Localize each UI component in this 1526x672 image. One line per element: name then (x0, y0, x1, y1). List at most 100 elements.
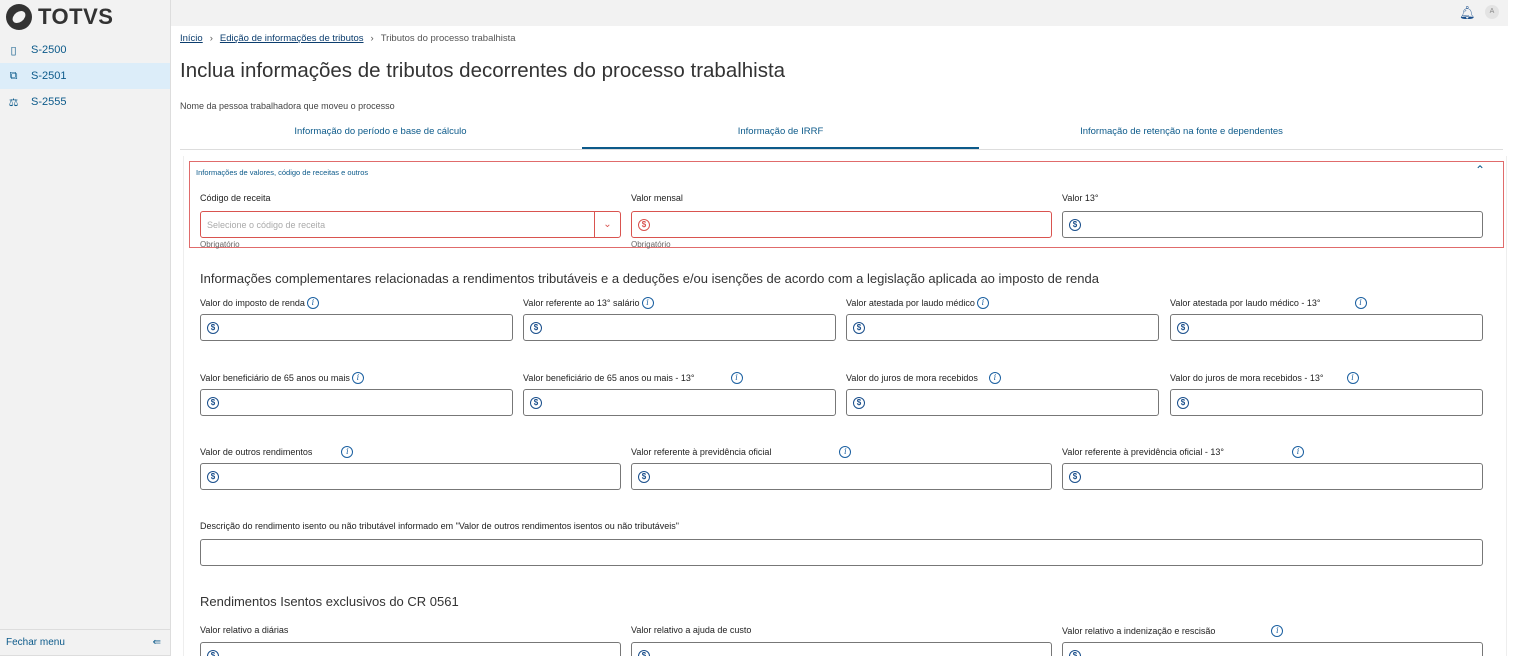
totvs-logo: TOTVS (6, 4, 113, 30)
breadcrumb-edit-tributos[interactable]: Edição de informações de tributos (219, 33, 364, 44)
avatar[interactable]: A (1485, 5, 1499, 19)
info-icon[interactable]: i (730, 372, 743, 384)
chevron-up-icon[interactable]: ⌃ (1475, 163, 1486, 177)
sidebar-item-label: S-2555 (31, 96, 67, 108)
field-label: Valor relativo a diárias (200, 625, 288, 635)
breadcrumb-home[interactable]: Início (180, 33, 203, 44)
close-menu-label: Fechar menu (6, 637, 65, 648)
field-label: Valor atestada por laudo médico - 13° i (1170, 297, 1367, 309)
tab-irrf[interactable]: Informação de IRRF (582, 124, 979, 149)
field-label-text: Valor referente ao 13° salário (523, 298, 640, 308)
form-card (183, 156, 1507, 656)
currency-input[interactable]: $ (200, 463, 621, 490)
info-icon[interactable]: i (839, 446, 852, 458)
field-label-text: Valor atestada por laudo médico - 13° (1170, 298, 1321, 308)
section-cr0561-title: Rendimentos Isentos exclusivos do CR 056… (200, 594, 459, 609)
field-label-text: Valor referente à previdência oficial (631, 447, 772, 457)
documents-copy-icon: ⧉ (9, 69, 18, 82)
field-label-text: Valor beneficiário de 65 anos ou mais (200, 373, 350, 383)
field-label: Valor do juros de mora recebidos i (846, 372, 1001, 384)
valor-mensal-label: Valor mensal (631, 193, 683, 203)
currency-input[interactable]: $ (1170, 314, 1483, 341)
currency-icon: $ (1177, 321, 1189, 334)
sidebar-item-s2555[interactable]: ⚖ S-2555 (0, 89, 170, 115)
info-icon[interactable]: i (641, 297, 654, 309)
info-icon[interactable]: i (341, 446, 354, 458)
field-label: Valor relativo a ajuda de custo (631, 625, 751, 635)
page-title: Inclua informações de tributos decorrent… (180, 59, 786, 82)
valor-mensal-hint: Obrigatório (631, 240, 671, 249)
info-icon[interactable]: i (988, 372, 1001, 384)
field-label-text: Valor do imposto de renda (200, 298, 305, 308)
currency-input[interactable]: $ (200, 389, 513, 416)
valor-13-input[interactable]: $ (1062, 211, 1483, 238)
section-valores-title[interactable]: Informações de valores, código de receit… (196, 168, 369, 177)
sidebar-item-s2500[interactable]: ▯ S-2500 (0, 37, 170, 63)
field-label: Valor beneficiário de 65 anos ou mais - … (523, 372, 743, 384)
sidebar: TOTVS ▯ S-2500 ⧉ S-2501 ⚖ S-2555 Fechar men… (0, 0, 171, 656)
currency-input[interactable]: $ (200, 314, 513, 341)
top-bar (171, 0, 1508, 26)
section-valores (189, 161, 1504, 248)
breadcrumb: Início › Edição de informações de tributo… (180, 33, 516, 44)
currency-input[interactable]: $ (846, 314, 1159, 341)
tab-divider (180, 149, 1503, 150)
info-icon[interactable]: i (976, 297, 989, 309)
logo-text: TOTVS (38, 4, 114, 29)
tab-periodo[interactable]: Informação do período e base de cálculo (294, 126, 467, 137)
field-label-text: Valor do juros de mora recebidos (846, 373, 978, 383)
info-icon[interactable]: i (1292, 446, 1305, 458)
bell-icon[interactable]: 🔔︎ (1459, 5, 1476, 20)
chevron-down-icon[interactable]: ⌄ (594, 212, 620, 237)
chevron-right-icon: › (370, 33, 374, 44)
currency-icon: $ (1069, 470, 1081, 483)
field-label: Valor beneficiário de 65 anos ou mais i (200, 372, 364, 384)
currency-input[interactable]: $ (523, 314, 836, 341)
breadcrumb-current: Tributos do processo trabalhista (380, 33, 516, 44)
currency-icon: $ (853, 396, 865, 409)
sidebar-item-label: S-2501 (31, 70, 67, 82)
info-icon[interactable]: i (1346, 372, 1359, 384)
info-icon[interactable]: i (1271, 625, 1284, 637)
codigo-receita-select[interactable]: Selecione o código de receita ⌄ (200, 211, 621, 238)
info-icon[interactable]: i (351, 372, 364, 384)
valor-13-label: Valor 13° (1062, 193, 1099, 203)
descricao-input[interactable] (200, 539, 1483, 566)
currency-input[interactable]: $ (523, 389, 836, 416)
field-label-text: Valor referente à previdência oficial - … (1062, 447, 1225, 457)
currency-icon: $ (207, 321, 219, 334)
field-label-text: Valor relativo a indenização e rescisão (1062, 626, 1216, 636)
field-label: Valor do juros de mora recebidos - 13° i (1170, 372, 1359, 384)
currency-input[interactable]: $ (1062, 463, 1483, 490)
field-label-text: Valor relativo a ajuda de custo (631, 625, 752, 635)
descricao-label: Descrição do rendimento isento ou não tr… (200, 521, 679, 531)
field-label: Valor referente ao 13° salário i (523, 297, 654, 309)
field-label: Valor de outros rendimentos i (200, 446, 354, 458)
currency-icon: $ (853, 321, 865, 334)
info-icon[interactable]: i (1354, 297, 1367, 309)
sidebar-item-label: S-2500 (31, 44, 67, 56)
tab-retencao[interactable]: Informação de retenção na fonte e depend… (1080, 126, 1283, 137)
field-label: Valor do imposto de renda i (200, 297, 319, 309)
field-label: Valor relativo a indenização e rescisão i (1062, 625, 1284, 637)
codigo-receita-hint: Obrigatório (200, 240, 240, 249)
info-icon[interactable]: i (306, 297, 319, 309)
field-label-text: Valor de outros rendimentos (200, 447, 313, 457)
divider (0, 629, 170, 630)
currency-icon: $ (638, 218, 650, 231)
sidebar-item-s2501[interactable]: ⧉ S-2501 (0, 63, 170, 89)
field-label-text: Valor atestada por laudo médico (846, 298, 975, 308)
currency-icon: $ (1177, 396, 1189, 409)
valor-mensal-input[interactable]: $ (631, 211, 1052, 238)
codigo-receita-placeholder: Selecione o código de receita (207, 219, 326, 230)
field-label-text: Valor relativo a diárias (200, 625, 289, 635)
currency-input[interactable]: $ (631, 463, 1052, 490)
currency-input[interactable]: $ (846, 389, 1159, 416)
currency-input[interactable]: $ (1170, 389, 1483, 416)
close-menu-button[interactable]: Fechar menu ⇚ (6, 637, 161, 648)
section-complementares-title: Informações complementares relacionadas … (200, 271, 1099, 286)
field-label: Valor referente à previdência oficial - … (1062, 446, 1305, 458)
currency-icon: $ (530, 396, 542, 409)
viewport-clip (171, 656, 1526, 672)
document-icon: ▯ (10, 44, 17, 57)
